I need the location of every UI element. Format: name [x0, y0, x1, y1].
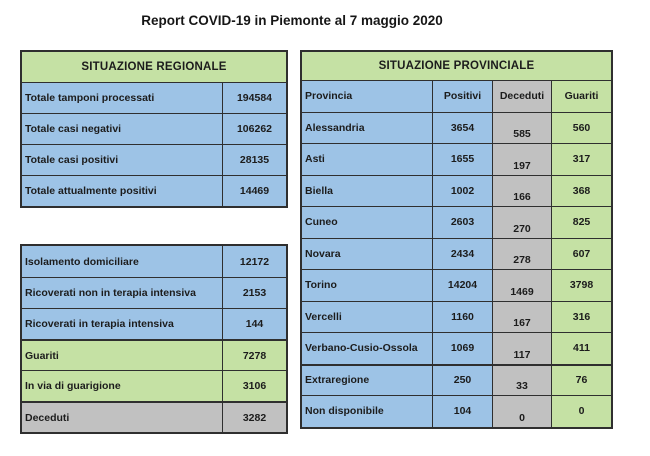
- column-header-provincia: Provincia: [302, 81, 433, 112]
- province-deceduti: 0: [493, 396, 552, 427]
- province-deceduti: 33: [493, 365, 552, 395]
- province-row: Torino 14204 1469 3798: [302, 269, 611, 301]
- province-name: Biella: [302, 175, 433, 206]
- table-row: Isolamento domiciliare 12172: [22, 246, 286, 277]
- province-row: Alessandria 3654 585 560: [302, 111, 611, 143]
- report-title: Report COVID-19 in Piemonte al 7 maggio …: [141, 13, 443, 28]
- province-deceduti: 585: [493, 112, 552, 143]
- province-positivi: 250: [433, 365, 493, 395]
- row-value: 144: [223, 309, 286, 339]
- province-name: Vercelli: [302, 301, 433, 332]
- province-name: Torino: [302, 270, 433, 301]
- table-row: Totale casi negativi 106262: [22, 113, 286, 144]
- province-guariti: 560: [552, 112, 611, 143]
- row-label: Totale casi positivi: [22, 145, 223, 175]
- province-row: Asti 1655 197 317: [302, 143, 611, 175]
- province-row: Extraregione 250 33 76: [302, 363, 611, 395]
- province-guariti: 411: [552, 333, 611, 364]
- row-label: Guariti: [22, 341, 223, 370]
- province-name: Non disponibile: [302, 396, 433, 427]
- column-header-guariti: Guariti: [552, 81, 611, 112]
- province-guariti: 76: [552, 365, 611, 395]
- province-positivi: 1069: [433, 333, 493, 364]
- row-label: Totale casi negativi: [22, 114, 223, 144]
- province-guariti: 316: [552, 301, 611, 332]
- table-row: Guariti 7278: [22, 339, 286, 370]
- row-label: Deceduti: [22, 403, 223, 432]
- row-label: Ricoverati non in terapia intensiva: [22, 278, 223, 308]
- province-positivi: 104: [433, 396, 493, 427]
- province-row: Novara 2434 278 607: [302, 237, 611, 269]
- table-row: Ricoverati in terapia intensiva 144: [22, 308, 286, 339]
- patient-status-table: Isolamento domiciliare 12172 Ricoverati …: [20, 244, 288, 434]
- row-value: 28135: [223, 145, 286, 175]
- province-guariti: 607: [552, 238, 611, 269]
- row-label: Totale tamponi processati: [22, 83, 223, 113]
- province-row: Vercelli 1160 167 316: [302, 300, 611, 332]
- column-header-deceduti: Deceduti: [493, 81, 552, 112]
- province-row: Non disponibile 104 0 0: [302, 395, 611, 427]
- province-guariti: 0: [552, 396, 611, 427]
- regional-situation-table: SITUAZIONE REGIONALE Totale tamponi proc…: [20, 50, 288, 208]
- table-row: Ricoverati non in terapia intensiva 2153: [22, 277, 286, 308]
- row-value: 3106: [223, 371, 286, 401]
- province-deceduti: 167: [493, 301, 552, 332]
- row-value: 12172: [223, 246, 286, 277]
- province-name: Extraregione: [302, 365, 433, 395]
- province-name: Verbano-Cusio-Ossola: [302, 333, 433, 364]
- row-label: In via di guarigione: [22, 371, 223, 401]
- table-row: Totale tamponi processati 194584: [22, 82, 286, 113]
- column-header-positivi: Positivi: [433, 81, 493, 112]
- province-positivi: 1002: [433, 175, 493, 206]
- province-deceduti: 1469: [493, 270, 552, 301]
- province-guariti: 317: [552, 144, 611, 175]
- table-row: Deceduti 3282: [22, 401, 286, 432]
- province-name: Novara: [302, 238, 433, 269]
- row-label: Ricoverati in terapia intensiva: [22, 309, 223, 339]
- table-row: Totale attualmente positivi 14469: [22, 175, 286, 206]
- province-deceduti: 278: [493, 238, 552, 269]
- row-value: 2153: [223, 278, 286, 308]
- province-positivi: 2434: [433, 238, 493, 269]
- province-name: Asti: [302, 144, 433, 175]
- province-deceduti: 166: [493, 175, 552, 206]
- province-row: Biella 1002 166 368: [302, 174, 611, 206]
- province-positivi: 1655: [433, 144, 493, 175]
- row-value: 14469: [223, 176, 286, 206]
- province-positivi: 3654: [433, 112, 493, 143]
- province-row: Verbano-Cusio-Ossola 1069 117 411: [302, 332, 611, 364]
- province-deceduti: 117: [493, 333, 552, 364]
- row-value: 106262: [223, 114, 286, 144]
- province-positivi: 14204: [433, 270, 493, 301]
- row-value: 3282: [223, 403, 286, 432]
- province-deceduti: 270: [493, 207, 552, 238]
- province-guariti: 368: [552, 175, 611, 206]
- province-guariti: 825: [552, 207, 611, 238]
- column-header-row: Provincia Positivi Deceduti Guariti: [302, 80, 611, 112]
- row-label: Isolamento domiciliare: [22, 246, 223, 277]
- province-name: Alessandria: [302, 112, 433, 143]
- province-row: Cuneo 2603 270 825: [302, 206, 611, 238]
- provincial-situation-table: SITUAZIONE PROVINCIALE Provincia Positiv…: [300, 50, 613, 429]
- row-value: 194584: [223, 83, 286, 113]
- row-value: 7278: [223, 341, 286, 370]
- province-positivi: 1160: [433, 301, 493, 332]
- provincial-table-header: SITUAZIONE PROVINCIALE: [302, 52, 611, 80]
- province-guariti: 3798: [552, 270, 611, 301]
- regional-table-header: SITUAZIONE REGIONALE: [22, 52, 286, 82]
- row-label: Totale attualmente positivi: [22, 176, 223, 206]
- province-deceduti: 197: [493, 144, 552, 175]
- province-positivi: 2603: [433, 207, 493, 238]
- province-name: Cuneo: [302, 207, 433, 238]
- table-row: Totale casi positivi 28135: [22, 144, 286, 175]
- table-row: In via di guarigione 3106: [22, 370, 286, 401]
